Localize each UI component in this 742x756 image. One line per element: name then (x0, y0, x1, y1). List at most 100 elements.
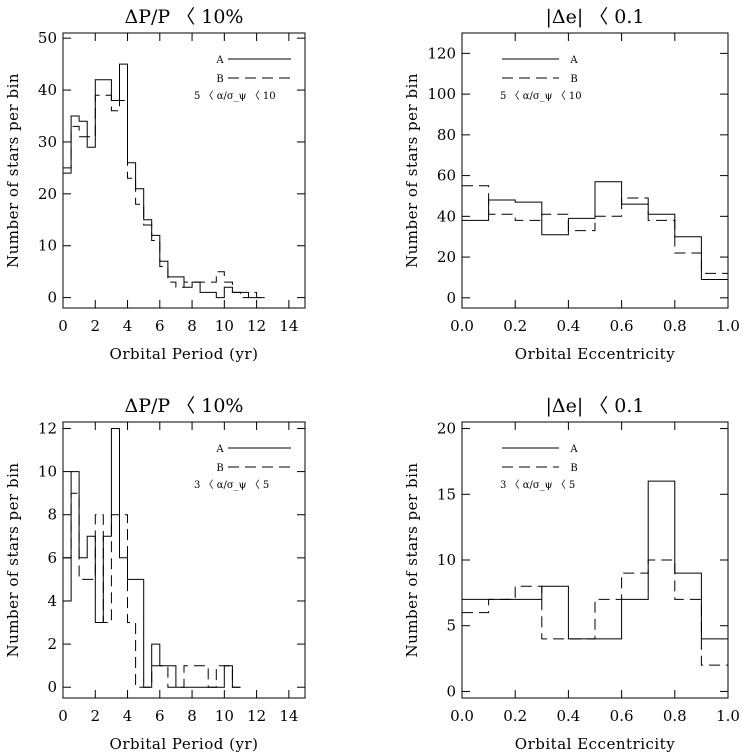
chart-title: |Δe| 〈 0.1 (545, 395, 644, 417)
x-axis-label: Orbital Period (yr) (110, 735, 259, 753)
x-tick-label: 0.0 (450, 317, 474, 335)
x-tick-label: 0.8 (663, 317, 687, 335)
x-tick-label: 0.0 (450, 707, 474, 725)
y-tick-label: 80 (437, 126, 456, 144)
x-tick-label: 0.2 (503, 707, 527, 725)
y-tick-label: 60 (437, 167, 456, 185)
y-tick-label: 2 (47, 635, 57, 653)
x-tick-label: 0.4 (556, 317, 580, 335)
x-tick-label: 10 (215, 707, 234, 725)
chart-panel-4: |Δe| 〈 0.1 0.0 0.2 0.4 0.6 0.8 1.0 0 5 10 15 20 Orbi… (403, 395, 740, 753)
y-axis-label: Number of stars per bin (4, 73, 22, 268)
x-tick-label: 10 (215, 317, 234, 335)
y-tick-label: 4 (47, 592, 57, 610)
y-tick-label: 0 (47, 289, 57, 307)
histogram-series-B (462, 185, 728, 274)
y-tick-label: 6 (47, 549, 57, 567)
x-tick-label: 6 (155, 707, 165, 725)
x-tick-label: 14 (279, 317, 298, 335)
chart-title: ΔP/P 〈 10% (124, 395, 243, 417)
chart-legend: AB 5 〈 α/σ_ψ 〈 10 (500, 55, 582, 102)
x-axis-label: Orbital Eccentricity (515, 735, 675, 753)
legend-label-B: B (570, 74, 577, 85)
plot-frame (461, 32, 729, 309)
y-tick-label: 0 (446, 682, 456, 700)
chart-panel-1: ΔP/P 〈 10% 0 2 4 6 8 10 12 14 0 10 20 30 40 50 Orbital … (4, 6, 306, 363)
legend-note: 5 〈 α/σ_ψ 〈 10 (500, 90, 582, 102)
chart-legend: AB 3 〈 α/σ_ψ 〈 5 (194, 444, 291, 491)
legend-note: 3 〈 α/σ_ψ 〈 5 (500, 479, 575, 491)
x-tick-label: 2 (90, 707, 100, 725)
x-tick-label: 1.0 (716, 317, 740, 335)
x-tick-label: 8 (187, 317, 197, 335)
x-tick-label: 0.4 (556, 707, 580, 725)
x-tick-label: 4 (123, 317, 133, 335)
x-tick-label: 12 (247, 707, 266, 725)
y-axis-label: Number of stars per bin (403, 73, 421, 268)
x-tick-label: 0 (58, 707, 68, 725)
x-tick-label: 0 (58, 317, 68, 335)
chart-legend: AB 3 〈 α/σ_ψ 〈 5 (500, 444, 578, 491)
y-tick-label: 50 (38, 29, 57, 47)
histogram-series-B (63, 492, 241, 688)
histogram-series-B (462, 559, 728, 666)
y-tick-label: 8 (47, 506, 57, 524)
legend-label-A: A (215, 55, 224, 66)
y-tick-label: 0 (446, 289, 456, 307)
legend-label-B: B (216, 463, 223, 474)
chart-panel-3: ΔP/P 〈 10% 0 2 4 6 8 10 12 14 0 2 4 6 8 10 12 Orbital Pe… (4, 395, 306, 753)
y-tick-label: 100 (427, 85, 456, 103)
legend-label-B: B (570, 463, 577, 474)
legend-label-A: A (569, 444, 578, 455)
x-tick-label: 8 (187, 707, 197, 725)
histogram-series-group (462, 480, 728, 666)
histogram-series-group (63, 63, 265, 299)
y-tick-label: 120 (427, 44, 456, 62)
legend-note: 5 〈 α/σ_ψ 〈 10 (194, 90, 276, 102)
y-tick-label: 15 (437, 485, 456, 503)
y-tick-label: 10 (437, 551, 456, 569)
histogram-series-A (462, 480, 728, 640)
y-tick-label: 5 (446, 617, 456, 635)
chart-panel-2: |Δe| 〈 0.1 0.0 0.2 0.4 0.6 0.8 1.0 0 20 40 60 80 100… (403, 6, 740, 363)
histogram-series-group (63, 428, 241, 688)
y-tick-label: 20 (437, 248, 456, 266)
x-axis-label: Orbital Period (yr) (110, 345, 259, 363)
x-tick-label: 1.0 (716, 707, 740, 725)
y-tick-label: 40 (38, 81, 57, 99)
plot-frame (62, 421, 306, 699)
histogram-series-A (462, 181, 728, 280)
y-tick-label: 30 (38, 133, 57, 151)
y-tick-label: 40 (437, 207, 456, 225)
legend-label-A: A (215, 444, 224, 455)
y-tick-label: 12 (38, 419, 57, 437)
x-tick-label: 2 (90, 317, 100, 335)
x-tick-label: 4 (123, 707, 133, 725)
x-tick-label: 0.6 (610, 707, 634, 725)
y-axis-label: Number of stars per bin (4, 462, 22, 657)
chart-title: ΔP/P 〈 10% (124, 6, 243, 28)
x-tick-label: 14 (279, 707, 298, 725)
chart-legend: AB 5 〈 α/σ_ψ 〈 10 (194, 55, 291, 102)
x-tick-label: 6 (155, 317, 165, 335)
histogram-series-group (462, 181, 728, 280)
x-axis-label: Orbital Eccentricity (515, 345, 675, 363)
y-tick-label: 20 (38, 185, 57, 203)
legend-note: 3 〈 α/σ_ψ 〈 5 (194, 479, 269, 491)
y-tick-label: 10 (38, 237, 57, 255)
plot-frame (62, 32, 306, 309)
histogram-series-B (63, 94, 265, 299)
y-tick-label: 10 (38, 463, 57, 481)
y-tick-label: 20 (437, 420, 456, 438)
x-tick-label: 0.2 (503, 317, 527, 335)
y-axis-label: Number of stars per bin (403, 462, 421, 657)
x-tick-label: 0.6 (610, 317, 634, 335)
legend-label-A: A (569, 55, 578, 66)
x-tick-label: 12 (247, 317, 266, 335)
histogram-series-A (63, 63, 265, 299)
chart-title: |Δe| 〈 0.1 (545, 6, 644, 28)
legend-label-B: B (216, 74, 223, 85)
y-tick-label: 0 (47, 678, 57, 696)
